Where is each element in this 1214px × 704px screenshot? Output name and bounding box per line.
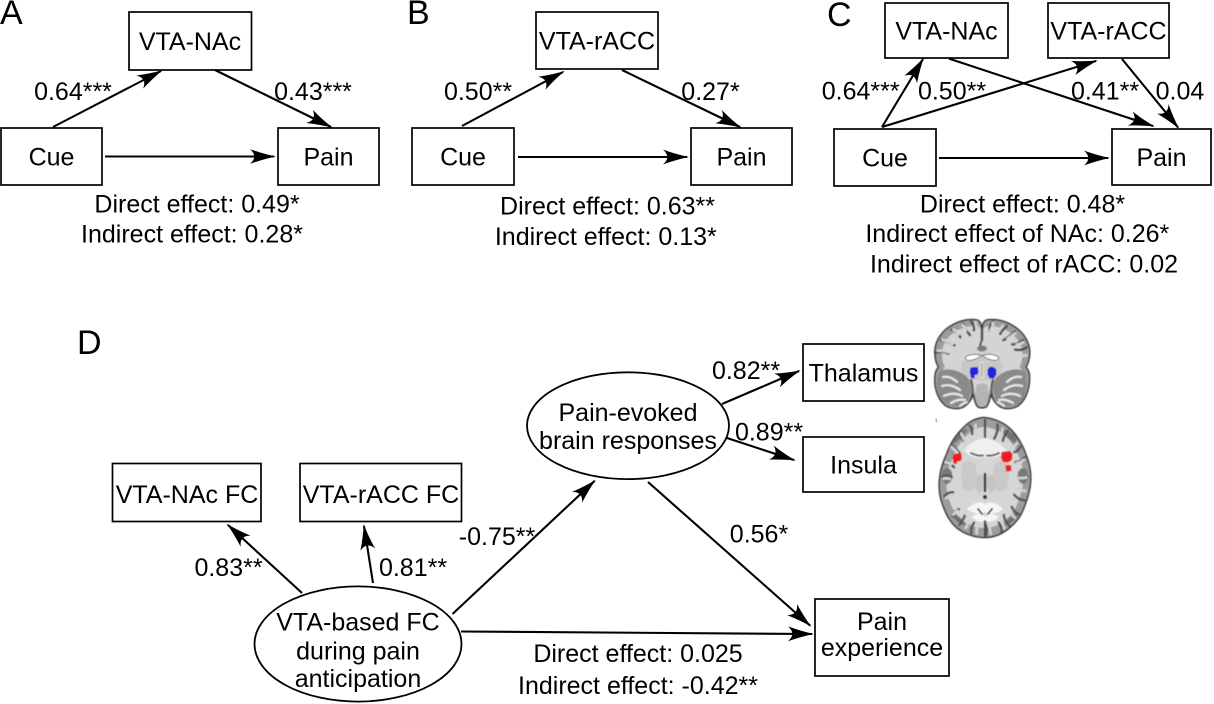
svg-text:Insula: Insula [830, 452, 897, 480]
svg-text:brain responses: brain responses [539, 427, 717, 455]
svg-text:Indirect effect: 0.28*: Indirect effect: 0.28* [81, 221, 303, 249]
svg-text:VTA-rACC: VTA-rACC [1050, 18, 1166, 46]
svg-text:0.83**: 0.83** [194, 554, 262, 582]
svg-text:VTA-based FC: VTA-based FC [276, 609, 439, 637]
svg-text:during pain: during pain [296, 638, 420, 666]
svg-text:Pain: Pain [303, 144, 353, 172]
svg-text:A: A [0, 0, 23, 32]
svg-text:Direct effect: 0.025: Direct effect: 0.025 [533, 640, 742, 668]
svg-text:-0.75**: -0.75** [459, 523, 536, 551]
svg-text:VTA-NAc: VTA-NAc [895, 18, 997, 46]
svg-text:0.27*: 0.27* [681, 78, 740, 106]
svg-text:VTA-NAc: VTA-NAc [139, 28, 241, 56]
svg-text:0.50**: 0.50** [444, 78, 512, 106]
svg-text:anticipation: anticipation [295, 665, 421, 693]
svg-text:Pain: Pain [857, 608, 907, 636]
svg-text:VTA-NAc FC: VTA-NAc FC [116, 481, 259, 509]
svg-text:Cue: Cue [29, 144, 75, 172]
svg-text:Pain-evoked: Pain-evoked [559, 399, 698, 427]
svg-text:0.43***: 0.43*** [274, 78, 352, 106]
svg-text:VTA-rACC: VTA-rACC [539, 28, 655, 56]
svg-text:B: B [407, 0, 430, 32]
svg-text:Thalamus: Thalamus [809, 360, 919, 388]
svg-text:0.89**: 0.89** [735, 418, 803, 446]
svg-text:Indirect effect of rACC: 0.02: Indirect effect of rACC: 0.02 [870, 251, 1178, 279]
svg-text:Pain: Pain [1136, 144, 1186, 172]
svg-text:Cue: Cue [862, 145, 908, 173]
svg-text:0.82**: 0.82** [712, 357, 780, 385]
svg-text:Direct effect: 0.63**: Direct effect: 0.63** [500, 192, 715, 220]
svg-text:Direct effect: 0.48*: Direct effect: 0.48* [920, 191, 1125, 219]
svg-text:VTA-rACC FC: VTA-rACC FC [303, 481, 459, 509]
svg-text:Indirect effect: 0.13*: Indirect effect: 0.13* [495, 223, 717, 251]
svg-text:Pain: Pain [716, 144, 766, 172]
svg-text:0.81**: 0.81** [379, 554, 447, 582]
svg-text:Indirect effect of NAc: 0.26*: Indirect effect of NAc: 0.26* [865, 220, 1169, 248]
svg-text:Direct effect: 0.49*: Direct effect: 0.49* [94, 191, 299, 219]
svg-text:Indirect effect: -0.42**: Indirect effect: -0.42** [518, 672, 758, 700]
svg-text:Cue: Cue [440, 144, 486, 172]
svg-text:D: D [77, 324, 102, 362]
svg-text:0.64***: 0.64*** [34, 78, 112, 106]
svg-text:0.41**: 0.41** [1071, 78, 1139, 106]
svg-text:experience: experience [821, 634, 943, 662]
svg-text:C: C [827, 0, 852, 34]
svg-text:0.56*: 0.56* [730, 521, 789, 549]
svg-text:0.50**: 0.50** [918, 77, 986, 105]
svg-text:0.64***: 0.64*** [822, 78, 900, 106]
svg-text:0.04: 0.04 [1156, 78, 1205, 106]
